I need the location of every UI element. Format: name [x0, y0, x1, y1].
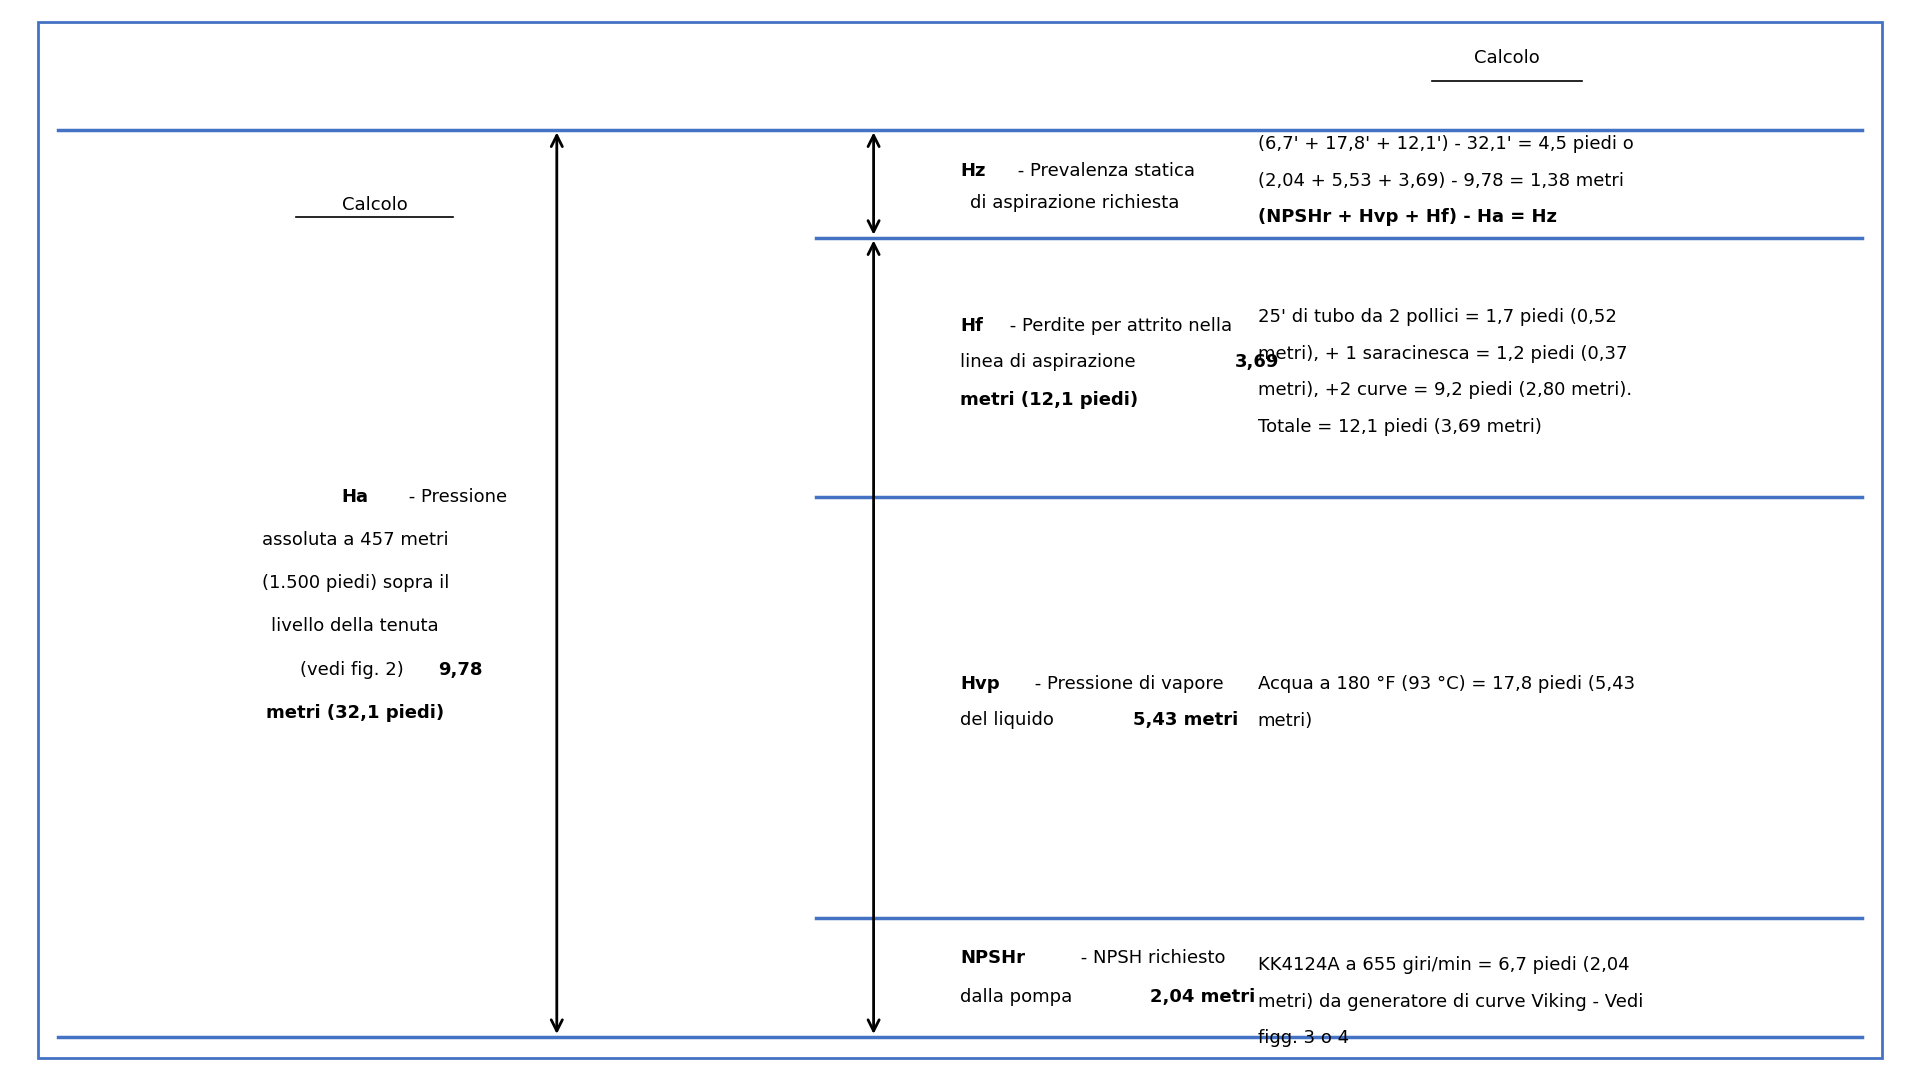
- Text: Hvp: Hvp: [960, 675, 1000, 692]
- Text: Totale = 12,1 piedi (3,69 metri): Totale = 12,1 piedi (3,69 metri): [1258, 418, 1542, 436]
- Text: (1.500 piedi) sopra il: (1.500 piedi) sopra il: [261, 575, 449, 592]
- Text: metri), +2 curve = 9,2 piedi (2,80 metri).: metri), +2 curve = 9,2 piedi (2,80 metri…: [1258, 381, 1632, 400]
- Text: Hf: Hf: [960, 318, 983, 335]
- Text: 3,69: 3,69: [1235, 353, 1279, 370]
- Text: metri), + 1 saracinesca = 1,2 piedi (0,37: metri), + 1 saracinesca = 1,2 piedi (0,3…: [1258, 345, 1626, 363]
- Text: dalla pompa: dalla pompa: [960, 988, 1077, 1005]
- Text: (vedi fig. 2): (vedi fig. 2): [300, 661, 411, 678]
- Text: Acqua a 180 °F (93 °C) = 17,8 piedi (5,43: Acqua a 180 °F (93 °C) = 17,8 piedi (5,4…: [1258, 675, 1634, 693]
- Text: metri (32,1 piedi): metri (32,1 piedi): [267, 704, 444, 721]
- Text: Ha: Ha: [342, 488, 369, 505]
- Text: metri (12,1 piedi): metri (12,1 piedi): [960, 391, 1139, 408]
- Text: del liquido: del liquido: [960, 712, 1060, 729]
- Text: (NPSHr + Hvp + Hf) - Ha = Hz: (NPSHr + Hvp + Hf) - Ha = Hz: [1258, 208, 1557, 227]
- Text: - Perdite per attrito nella: - Perdite per attrito nella: [1004, 318, 1233, 335]
- Text: - Pressione: - Pressione: [403, 488, 507, 505]
- Text: livello della tenuta: livello della tenuta: [271, 618, 440, 635]
- Text: (6,7' + 17,8' + 12,1') - 32,1' = 4,5 piedi o: (6,7' + 17,8' + 12,1') - 32,1' = 4,5 pie…: [1258, 135, 1634, 153]
- Text: linea di aspirazione: linea di aspirazione: [960, 353, 1140, 370]
- Text: KK4124A a 655 giri/min = 6,7 piedi (2,04: KK4124A a 655 giri/min = 6,7 piedi (2,04: [1258, 956, 1630, 974]
- Text: metri): metri): [1258, 712, 1313, 730]
- Text: assoluta a 457 metri: assoluta a 457 metri: [261, 531, 449, 549]
- Text: metri) da generatore di curve Viking - Vedi: metri) da generatore di curve Viking - V…: [1258, 993, 1644, 1011]
- Text: Hz: Hz: [960, 162, 985, 179]
- Text: - Prevalenza statica: - Prevalenza statica: [1012, 162, 1194, 179]
- Text: 25' di tubo da 2 pollici = 1,7 piedi (0,52: 25' di tubo da 2 pollici = 1,7 piedi (0,…: [1258, 308, 1617, 326]
- Text: figg. 3 o 4: figg. 3 o 4: [1258, 1029, 1348, 1048]
- Text: - Pressione di vapore: - Pressione di vapore: [1029, 675, 1223, 692]
- Text: 9,78: 9,78: [438, 661, 482, 678]
- Text: 5,43 metri: 5,43 metri: [1133, 712, 1238, 729]
- Text: di aspirazione richiesta: di aspirazione richiesta: [970, 194, 1179, 212]
- Text: - NPSH richiesto: - NPSH richiesto: [1075, 949, 1225, 967]
- Text: Calcolo: Calcolo: [1475, 49, 1540, 67]
- Text: 2,04 metri: 2,04 metri: [1150, 988, 1256, 1005]
- Text: NPSHr: NPSHr: [960, 949, 1025, 967]
- Text: (2,04 + 5,53 + 3,69) - 9,78 = 1,38 metri: (2,04 + 5,53 + 3,69) - 9,78 = 1,38 metri: [1258, 172, 1624, 190]
- Text: Calcolo: Calcolo: [342, 195, 407, 214]
